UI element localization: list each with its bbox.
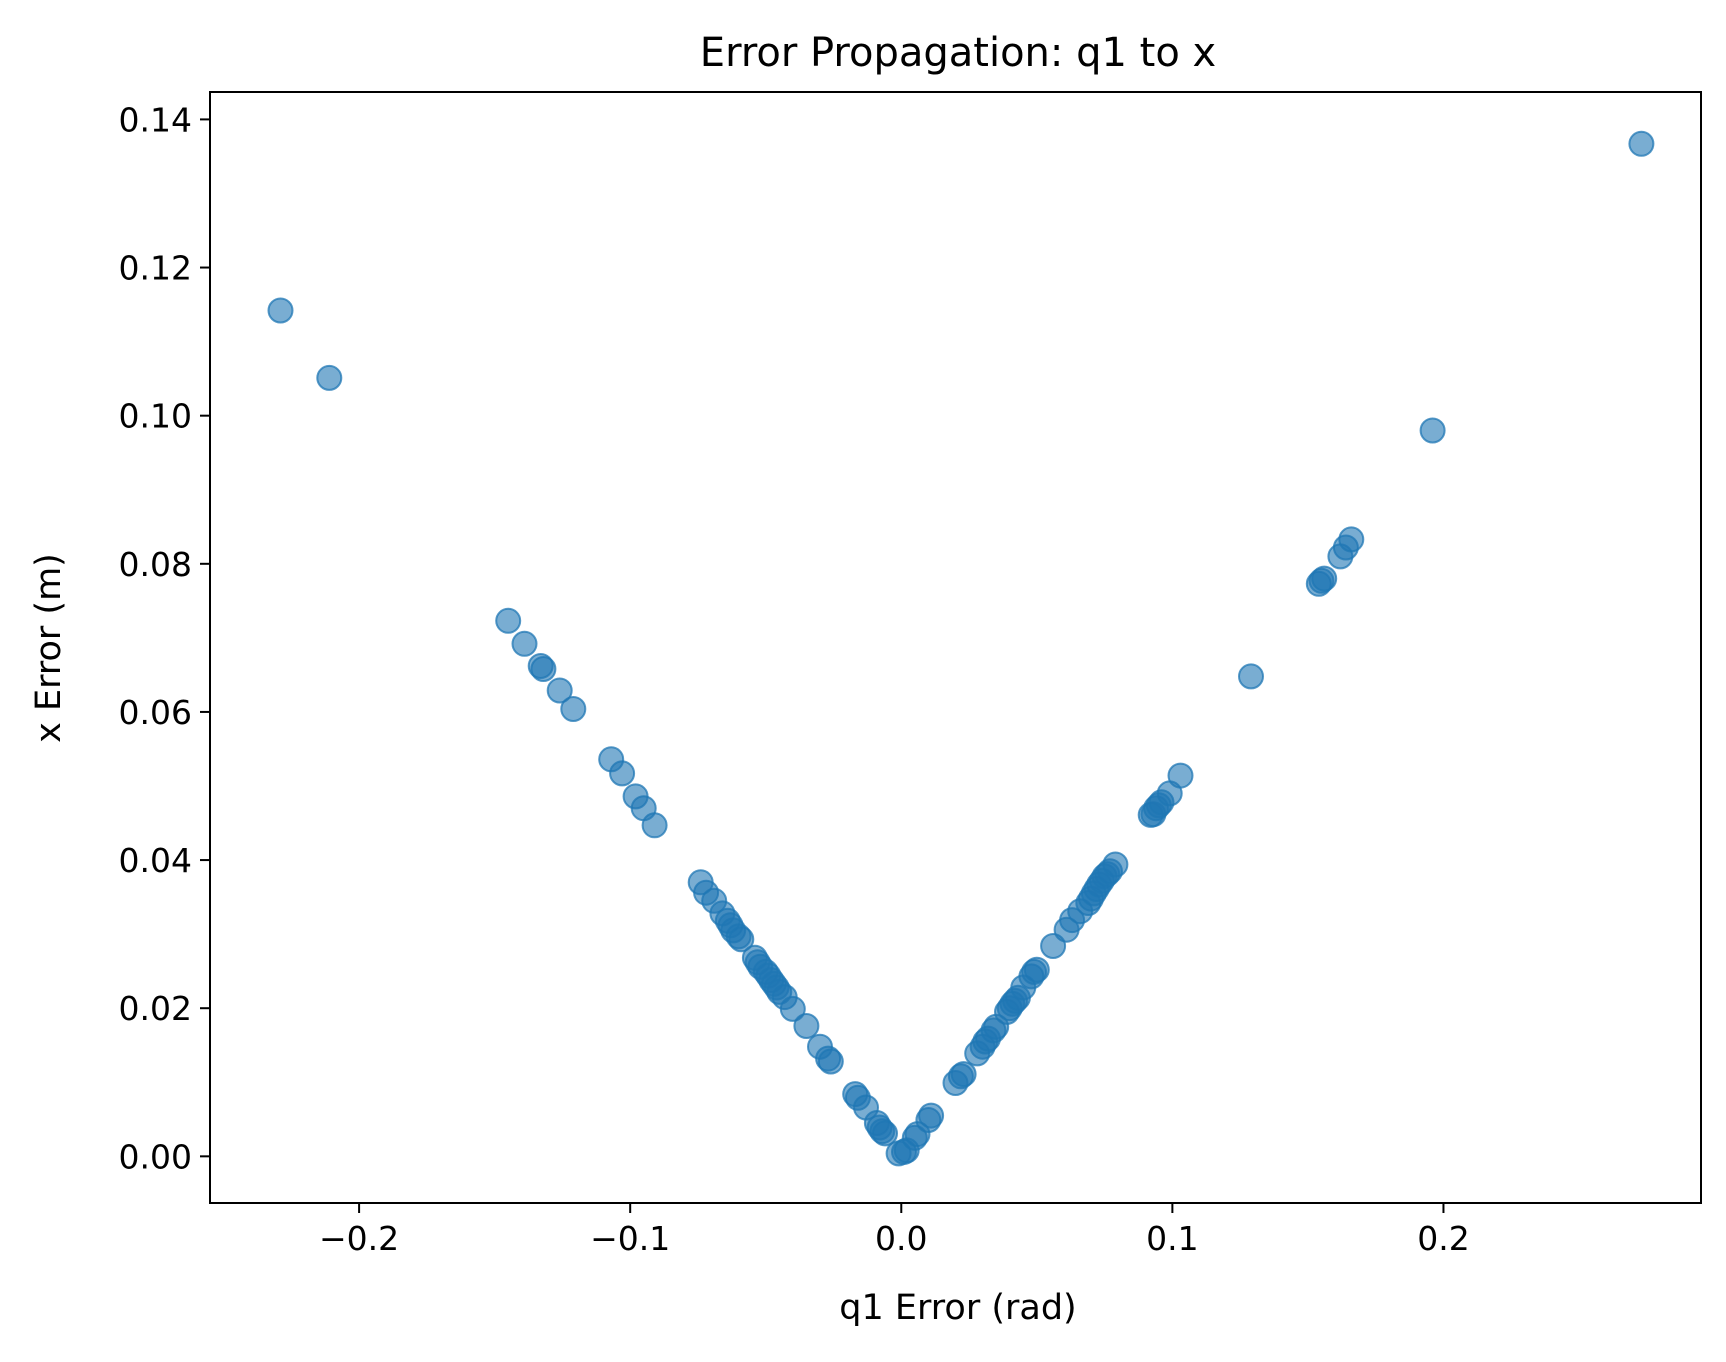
- x-tick-label: 0.1: [1146, 1219, 1198, 1258]
- data-point: [530, 656, 557, 682]
- x-tick-label: −0.2: [319, 1219, 399, 1258]
- data-point: [1238, 663, 1264, 690]
- data-point: [1023, 956, 1050, 983]
- data-point: [950, 1061, 977, 1088]
- y-tick-label: 0.02: [119, 989, 192, 1028]
- data-point: [1628, 130, 1655, 157]
- data-point: [641, 812, 668, 839]
- y-tick-label: 0.00: [119, 1137, 192, 1176]
- y-tick-label: 0.04: [119, 841, 192, 880]
- data-point: [609, 760, 636, 787]
- data-point: [918, 1102, 945, 1129]
- y-tick-label: 0.12: [119, 249, 192, 288]
- y-tick-label: 0.10: [119, 397, 192, 436]
- data-point: [1419, 417, 1446, 444]
- x-tick-label: 0.0: [875, 1219, 927, 1258]
- plot-area-frame: [209, 91, 1702, 1204]
- data-point: [728, 926, 755, 953]
- y-tick-label: 0.08: [119, 545, 192, 584]
- x-tick-label: 0.2: [1417, 1219, 1469, 1258]
- data-point: [817, 1048, 844, 1075]
- data-point: [793, 1013, 820, 1039]
- y-tick-label: 0.06: [119, 693, 192, 732]
- x-tick-label: −0.1: [590, 1219, 670, 1258]
- points-layer: [267, 130, 1655, 1167]
- data-point: [1311, 565, 1338, 592]
- data-point: [1102, 851, 1129, 878]
- y-axis: 0.00 0.02 0.04 0.06 0.08 0.10 0.12 0.14: [119, 100, 210, 1176]
- data-point: [1338, 526, 1365, 553]
- data-point: [779, 995, 806, 1022]
- data-point: [316, 364, 343, 391]
- data-point: [546, 677, 573, 704]
- data-point: [560, 696, 587, 722]
- data-point: [1167, 762, 1194, 789]
- data-point: [267, 297, 294, 324]
- x-axis-label: q1 Error (rad): [839, 1288, 1076, 1328]
- y-axis-label: x Error (m): [29, 553, 69, 743]
- y-tick-label: 0.14: [119, 100, 192, 139]
- x-axis: −0.2 −0.1 0.0 0.1 0.2: [319, 1203, 1470, 1258]
- data-point: [511, 630, 538, 657]
- data-point: [872, 1120, 898, 1147]
- data-point: [495, 607, 522, 634]
- chart-title: Error Propagation: q1 to x: [700, 30, 1216, 76]
